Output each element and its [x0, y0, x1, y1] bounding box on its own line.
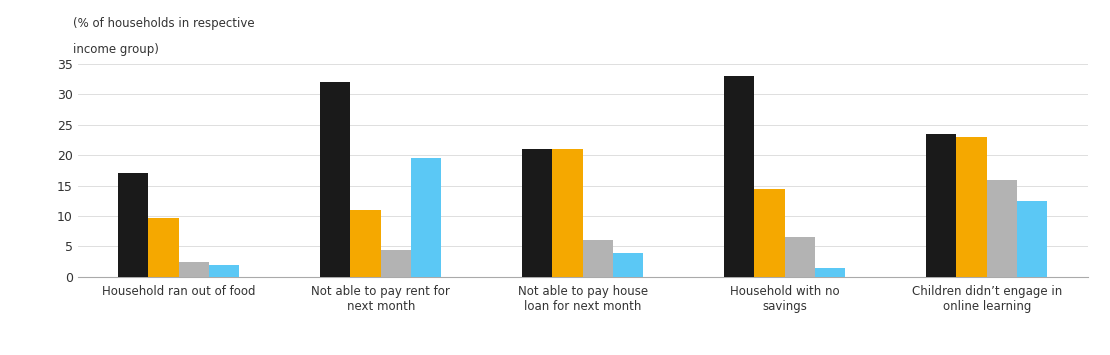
Bar: [613, 252, 644, 277]
Bar: [351, 210, 381, 277]
Bar: [583, 240, 613, 277]
Bar: [957, 137, 987, 277]
Bar: [755, 189, 785, 277]
Bar: [1017, 201, 1048, 277]
Bar: [381, 250, 411, 277]
Bar: [724, 76, 755, 277]
Bar: [209, 265, 240, 277]
Bar: [118, 174, 149, 277]
Text: (% of households in respective: (% of households in respective: [72, 17, 254, 30]
Bar: [553, 149, 583, 277]
Bar: [926, 134, 957, 277]
Bar: [411, 158, 442, 277]
Bar: [785, 237, 815, 277]
Bar: [149, 218, 179, 277]
Bar: [320, 82, 351, 277]
Bar: [987, 180, 1017, 277]
Bar: [179, 262, 209, 277]
Bar: [815, 268, 846, 277]
Text: income group): income group): [72, 43, 159, 56]
Bar: [522, 149, 553, 277]
